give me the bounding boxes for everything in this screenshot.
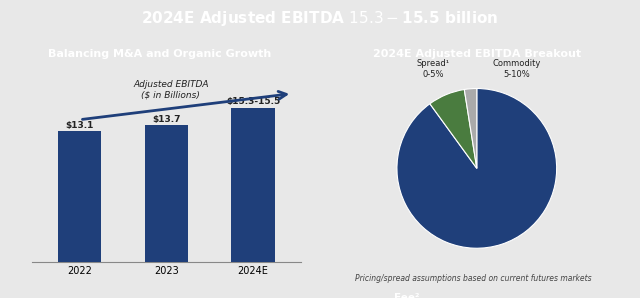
Text: $15.3-15.5: $15.3-15.5 bbox=[226, 97, 280, 106]
Bar bbox=[232, 108, 275, 262]
Text: Spread¹
0-5%: Spread¹ 0-5% bbox=[416, 59, 449, 78]
Text: $13.7: $13.7 bbox=[152, 114, 180, 123]
Text: Fee²
~90%: Fee² ~90% bbox=[390, 293, 424, 298]
Wedge shape bbox=[397, 89, 557, 248]
Wedge shape bbox=[430, 89, 477, 168]
Wedge shape bbox=[464, 89, 477, 168]
Text: 2024E Adjusted EBITDA Breakout: 2024E Adjusted EBITDA Breakout bbox=[372, 49, 581, 59]
Text: Pricing/spread assumptions based on current futures markets: Pricing/spread assumptions based on curr… bbox=[355, 274, 592, 283]
Text: $13.1: $13.1 bbox=[65, 120, 94, 130]
Text: Commodity
5-10%: Commodity 5-10% bbox=[493, 59, 541, 78]
Text: 2024E Adjusted EBITDA $15.3- $15.5 billion: 2024E Adjusted EBITDA $15.3- $15.5 billi… bbox=[141, 9, 499, 28]
Bar bbox=[58, 131, 101, 262]
Text: Balancing M&A and Organic Growth: Balancing M&A and Organic Growth bbox=[49, 49, 271, 59]
Text: Adjusted EBITDA
($ in Billions): Adjusted EBITDA ($ in Billions) bbox=[133, 80, 209, 99]
Bar bbox=[145, 125, 188, 262]
